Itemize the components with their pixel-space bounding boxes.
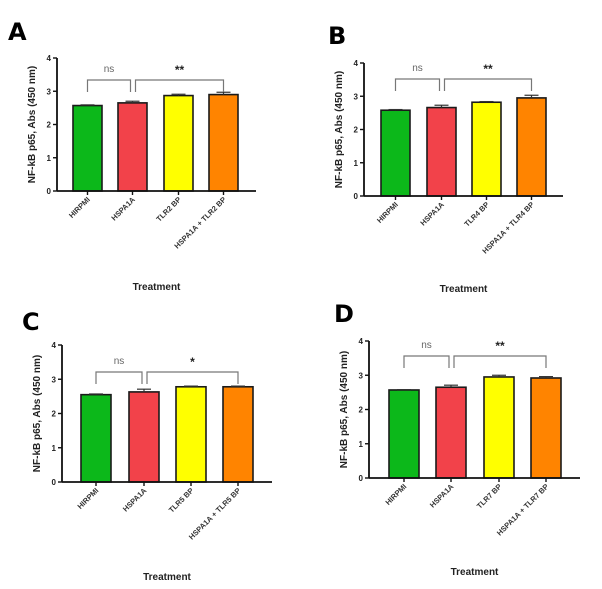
y-tick-label: 3 (52, 375, 57, 384)
significance-label: ** (175, 63, 185, 77)
bar (163, 94, 194, 192)
y-axis-label: NF-kB p65, Abs (450 nm) (334, 71, 345, 188)
y-tick-label: 4 (47, 54, 52, 63)
bar (128, 391, 160, 483)
significance-label: ** (483, 62, 493, 76)
x-tick-label: HSPA1A (121, 486, 149, 514)
y-tick-label: 1 (354, 159, 359, 168)
significance-bracket (146, 371, 239, 384)
x-tick-label: HIRPMI (67, 195, 92, 220)
bar (435, 386, 467, 479)
y-tick-label: 4 (359, 337, 364, 346)
significance-bracket (134, 79, 225, 92)
bar (483, 376, 515, 479)
y-tick-label: 1 (359, 440, 364, 449)
y-axis-label: NF-kB p65, Abs (450 nm) (32, 355, 43, 472)
y-tick-label: 2 (47, 121, 52, 130)
x-tick-label: TLR7 BP (475, 482, 503, 510)
y-tick-label: 2 (359, 406, 364, 415)
y-tick-label: 2 (354, 126, 359, 135)
y-tick-label: 4 (52, 341, 57, 350)
y-axis-label: NF-kB p65, Abs (450 nm) (27, 66, 38, 183)
y-tick-label: 2 (52, 410, 57, 419)
significance-bracket (86, 79, 132, 92)
x-tick-label: HSPA1A + TLR5 BP (187, 486, 242, 541)
significance-label: ns (114, 356, 125, 367)
x-tick-label: HSPA1A (428, 482, 456, 510)
significance-label: ns (104, 64, 115, 75)
x-tick-label: TLR5 BP (167, 486, 195, 514)
panel-letter: A (8, 18, 27, 46)
x-tick-label: TLR2 BP (154, 195, 182, 223)
y-tick-label: 1 (52, 444, 57, 453)
significance-label: ns (412, 63, 423, 74)
x-tick-label: HIRPMI (383, 482, 408, 507)
y-tick-label: 0 (52, 478, 57, 487)
panel-letter: B (328, 22, 346, 50)
panel-letter: D (334, 300, 354, 328)
x-axis-label: Treatment (133, 282, 181, 293)
x-tick-label: HIRPMI (75, 486, 100, 511)
y-tick-label: 3 (47, 87, 52, 96)
x-axis-label: Treatment (451, 567, 499, 578)
y-tick-label: 0 (359, 474, 364, 483)
y-tick-label: 3 (359, 371, 364, 380)
y-tick-label: 3 (354, 92, 359, 101)
significance-bracket (403, 355, 450, 368)
bar (530, 377, 562, 479)
bar (208, 93, 239, 192)
significance-label: ns (421, 340, 432, 351)
y-tick-label: 0 (47, 187, 52, 196)
x-tick-label: TLR4 BP (462, 200, 490, 228)
bar (516, 97, 547, 197)
y-tick-label: 4 (354, 59, 359, 68)
significance-bracket (453, 355, 547, 368)
x-axis-label: Treatment (440, 284, 488, 295)
y-tick-label: 1 (47, 154, 52, 163)
panel-letter: C (22, 308, 40, 336)
x-tick-label: HIRPMI (375, 200, 400, 225)
bar (80, 393, 112, 483)
significance-bracket (394, 78, 441, 91)
bar (471, 101, 502, 197)
bar (117, 102, 148, 192)
significance-label: ** (495, 339, 505, 353)
y-axis-label: NF-kB p65, Abs (450 nm) (339, 351, 350, 468)
y-tick-label: 0 (354, 192, 359, 201)
x-axis-label: Treatment (143, 572, 191, 583)
significance-bracket (443, 78, 533, 91)
bar (222, 385, 254, 483)
bar (72, 104, 103, 192)
bar (380, 109, 411, 197)
x-tick-label: HSPA1A (418, 200, 446, 228)
bar (175, 385, 207, 483)
x-tick-label: HSPA1A (109, 195, 137, 223)
significance-bracket (95, 371, 143, 384)
significance-label: * (190, 355, 195, 369)
bar (388, 389, 420, 479)
x-tick-label: HSPA1A + TLR7 BP (495, 482, 550, 537)
bar (426, 106, 457, 197)
